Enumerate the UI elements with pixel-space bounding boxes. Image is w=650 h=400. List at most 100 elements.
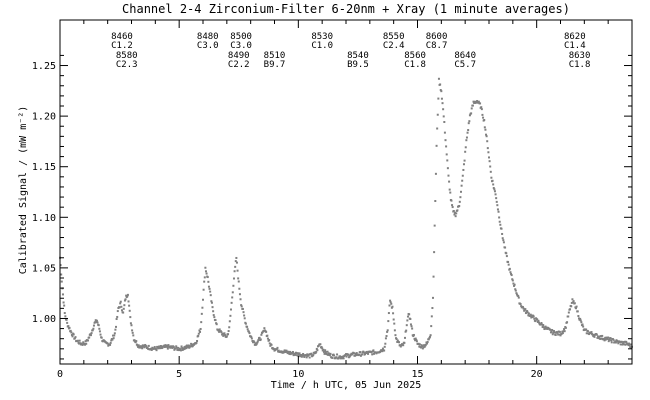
data-point [572,300,575,303]
data-point [524,308,527,311]
data-point [383,349,386,352]
data-point [516,293,519,296]
data-point [116,310,119,313]
data-point [604,336,607,339]
data-point [308,356,311,359]
data-point [315,347,318,350]
data-point [187,346,190,349]
data-point [238,287,241,290]
plot-frame [59,19,633,365]
data-point [581,323,584,326]
data-point [268,339,271,342]
data-point [461,174,464,177]
data-point [277,349,280,352]
data-point [234,260,237,263]
data-point [198,329,201,332]
data-point [354,352,357,355]
data-point [286,352,289,355]
data-point [89,334,92,337]
data-point [501,232,504,235]
data-point [477,101,480,104]
data-point [190,343,193,346]
data-point [99,333,102,336]
data-point [165,344,168,347]
data-point [612,338,615,341]
data-point [393,329,396,332]
data-point [224,334,227,337]
data-point [199,330,202,333]
data-point [347,353,350,356]
data-point [423,345,426,348]
data-point [344,354,347,357]
data-point [237,280,240,283]
data-point [459,190,462,193]
data-point [178,349,181,352]
data-point [137,344,140,347]
data-point [411,327,414,330]
flare-id-label: 8600 [426,32,448,42]
data-point [90,332,93,335]
data-point [301,354,304,357]
data-point [553,331,556,334]
data-point [413,337,416,340]
data-point [133,339,136,342]
data-point [310,352,313,355]
data-point [95,320,98,323]
data-point [217,329,220,332]
data-point [138,345,141,348]
data-point [601,334,604,337]
data-point [485,133,488,136]
data-point [210,300,213,303]
data-point [210,301,213,304]
data-point [371,353,374,356]
data-point [443,131,446,134]
data-point [92,327,95,330]
data-point [464,146,467,149]
data-point [563,328,566,331]
data-point [138,346,141,349]
data-point [319,343,322,346]
data-point [392,312,395,315]
data-point [81,343,84,346]
flare-id-label: 8630 [569,51,591,61]
data-point [242,311,245,314]
data-point [492,186,495,189]
data-point [84,340,87,343]
data-point [561,332,564,335]
data-point [507,260,510,263]
data-point [175,345,178,348]
data-point [97,324,100,327]
flare-id-label: 8510 [264,51,286,61]
data-point [203,276,206,279]
data-point [297,354,300,357]
data-point [230,301,233,304]
data-point [387,320,390,323]
data-point [341,357,344,360]
x-axis: 0 5 10 15 20 [57,20,633,380]
data-point [232,284,235,287]
data-point [526,310,529,313]
data-point [479,102,482,105]
data-point [610,339,613,342]
data-point [473,101,476,104]
data-point [577,317,580,320]
data-point [287,350,290,353]
data-point [448,180,451,183]
data-point [215,322,218,325]
data-point [184,345,187,348]
data-point [122,311,125,314]
data-point [88,336,91,339]
data-point [562,330,565,333]
data-point [412,333,415,336]
data-point [629,343,632,346]
data-point [143,346,146,349]
data-point [510,272,513,275]
data-point [496,204,499,207]
data-point [109,341,112,344]
data-point [497,210,500,213]
data-point [300,355,303,358]
data-point [575,305,578,308]
flare-id-label: 8530 [311,32,333,42]
data-point [295,352,298,355]
data-point [517,294,520,297]
